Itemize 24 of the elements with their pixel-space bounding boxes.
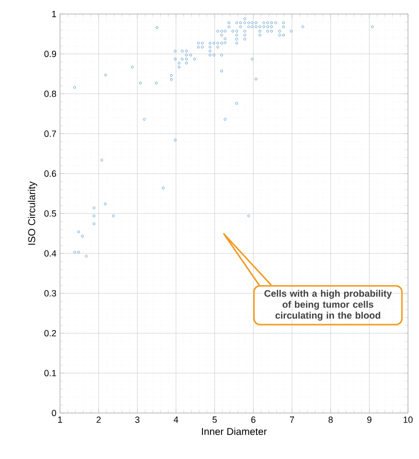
y-tick-label: 0.5	[44, 210, 56, 217]
annotation: Cells with a high probability of being tumor cells circulating in the blood	[264, 290, 392, 321]
x-tick-label: 10	[404, 416, 413, 423]
y-tick-label: 0.1	[44, 370, 56, 376]
y-tick-label: 0.8	[44, 90, 56, 97]
x-tick-label: 4	[174, 416, 178, 423]
y-tick-label: 0.9	[44, 50, 56, 58]
x-tick-label: 2	[96, 416, 101, 423]
y-tick-label: 0.3	[44, 290, 56, 296]
y-tick-label: 1	[52, 10, 56, 18]
y-tick-label: 0.7	[44, 130, 56, 137]
x-tick-label: 9	[367, 416, 372, 423]
x-tick-label: 7	[290, 416, 294, 423]
x-axis-title: Inner Diameter	[202, 428, 267, 436]
y-tick-label: 0.4	[44, 250, 56, 257]
y-axis-title: ISO Circularity	[28, 181, 38, 245]
x-tick-label: 6	[251, 416, 256, 423]
x-tick-label: 8	[328, 416, 333, 423]
y-tick-label: 0	[52, 410, 56, 416]
x-tick-label: 1	[58, 416, 62, 423]
x-tick-label: 3	[135, 416, 140, 423]
x-tick-label: 5	[212, 416, 217, 423]
y-tick-label: 0.2	[44, 330, 56, 336]
y-tick-label: 0.6	[44, 170, 56, 177]
